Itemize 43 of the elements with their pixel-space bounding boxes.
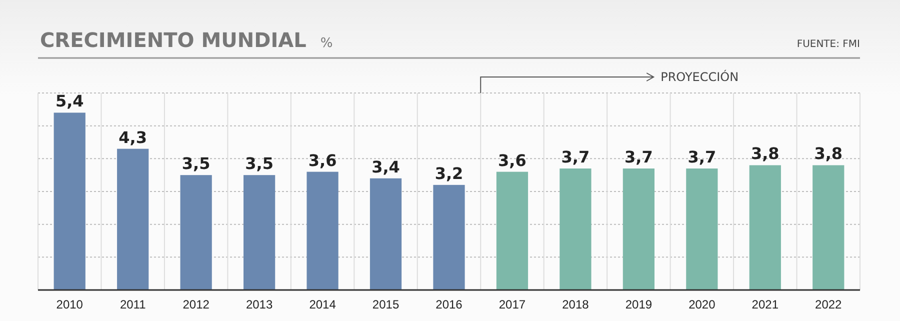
data-label: 3,7 bbox=[688, 148, 716, 167]
x-tick-label: 2011 bbox=[120, 298, 146, 312]
bar bbox=[560, 168, 592, 290]
x-tick-label: 2022 bbox=[815, 298, 842, 312]
x-tick-label: 2012 bbox=[182, 298, 210, 312]
source-note: FUENTE: FMI bbox=[796, 39, 860, 50]
x-tick-label: 2010 bbox=[56, 298, 84, 312]
bar bbox=[244, 175, 276, 290]
data-label: 3,6 bbox=[308, 150, 337, 170]
bar bbox=[622, 168, 654, 290]
data-label: 3,8 bbox=[814, 144, 843, 164]
data-label: 3,4 bbox=[372, 157, 400, 176]
data-label: 5,4 bbox=[55, 92, 84, 111]
x-tick-label: 2014 bbox=[309, 298, 336, 312]
data-label: 3,8 bbox=[750, 144, 780, 164]
text: PROYECCIÓN bbox=[660, 69, 739, 84]
x-tick-label: 2021 bbox=[752, 298, 779, 312]
x-tick-label: 2017 bbox=[498, 298, 526, 312]
data-label: 3,7 bbox=[561, 148, 590, 167]
bar bbox=[812, 165, 844, 290]
x-tick-label: 2020 bbox=[688, 298, 716, 312]
bar bbox=[54, 112, 86, 290]
data-label: 3,6 bbox=[498, 150, 526, 170]
data-label: 3,2 bbox=[434, 164, 464, 183]
bar bbox=[370, 178, 402, 290]
bar bbox=[433, 184, 465, 290]
x-tick-label: 2019 bbox=[625, 298, 652, 312]
bar bbox=[686, 168, 718, 290]
bar bbox=[306, 172, 338, 290]
x-tick-label: 2015 bbox=[372, 298, 400, 312]
bar bbox=[496, 172, 528, 290]
bar bbox=[749, 165, 781, 290]
bar bbox=[180, 175, 212, 290]
x-tick-label: 2018 bbox=[562, 298, 590, 312]
x-tick-label: 2013 bbox=[246, 298, 273, 312]
data-label: 4,3 bbox=[118, 128, 148, 147]
chart-title: CRECIMIENTO MUNDIAL bbox=[40, 28, 307, 52]
data-label: 3,5 bbox=[182, 154, 210, 174]
data-label: 3,5 bbox=[245, 154, 274, 174]
y-axis-title: % bbox=[320, 36, 333, 51]
bar bbox=[117, 148, 149, 290]
data-label: 3,7 bbox=[624, 148, 653, 167]
x-tick-label: 2016 bbox=[436, 298, 463, 312]
